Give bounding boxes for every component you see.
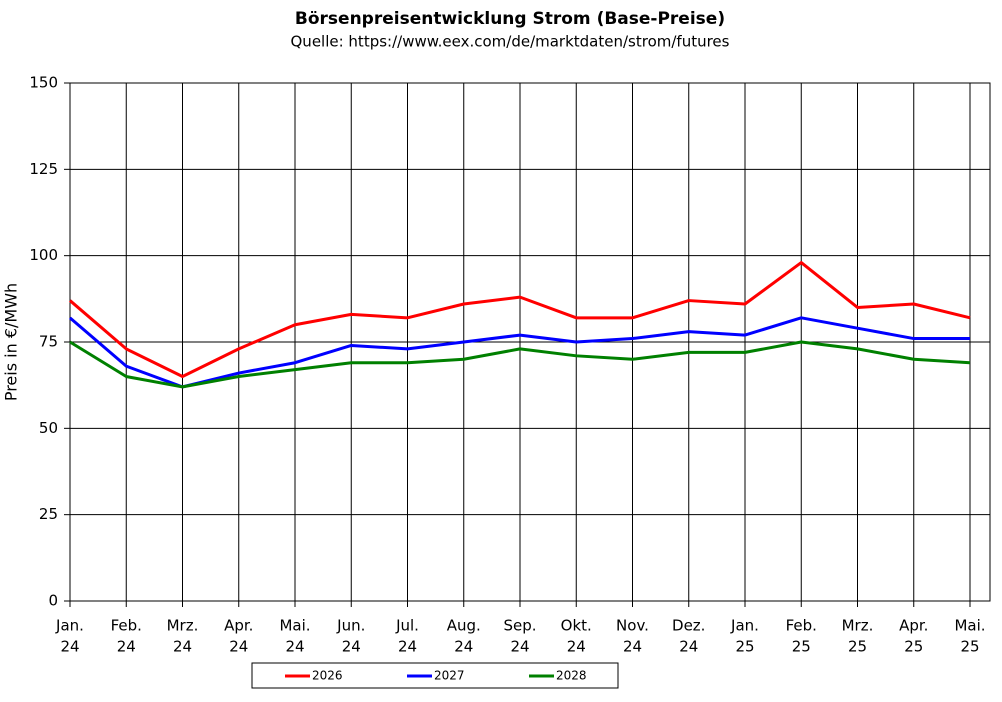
x-tick-label: 24: [60, 638, 79, 656]
x-tick-label: Aug.: [447, 617, 481, 635]
y-tick-label: 0: [48, 592, 58, 610]
x-tick-label: 25: [735, 638, 754, 656]
x-tick-label: 24: [342, 638, 361, 656]
x-tick-label: Apr.: [899, 617, 928, 635]
y-tick-label: 25: [39, 505, 58, 523]
x-tick-label: 24: [679, 638, 698, 656]
x-tick-label: Jun.: [336, 617, 365, 635]
x-tick-label: 24: [567, 638, 586, 656]
x-tick-label: 24: [229, 638, 248, 656]
series-line: [69, 261, 971, 379]
chart-title: Börsenpreisentwicklung Strom (Base-Preis…: [295, 9, 725, 29]
x-tick-label: Mai.: [279, 617, 310, 635]
y-tick-label: 75: [39, 333, 58, 351]
series-line: [69, 340, 971, 389]
x-tick-label: Mrz.: [167, 617, 199, 635]
x-tick-label: 24: [285, 638, 304, 656]
y-tick-label: 125: [29, 160, 58, 178]
chart-subtitle: Quelle: https://www.eex.com/de/marktdate…: [291, 33, 730, 51]
x-tick-label: 25: [848, 638, 867, 656]
x-tick-label: Feb.: [786, 617, 817, 635]
x-tick-label: 24: [398, 638, 417, 656]
x-tick-label: Okt.: [561, 617, 592, 635]
x-tick-label: 24: [510, 638, 529, 656]
x-tick-label: Apr.: [224, 617, 253, 635]
y-tick-label: 100: [29, 246, 58, 264]
x-tick-label: Mai.: [954, 617, 985, 635]
series-line: [69, 316, 970, 389]
x-tick-label: Nov.: [616, 617, 649, 635]
x-tick-label: Feb.: [111, 617, 142, 635]
legend-label: 2026: [312, 669, 343, 683]
x-tick-label: 25: [904, 638, 923, 656]
x-tick-label: Jan.: [730, 617, 759, 635]
x-tick-label: 25: [960, 638, 979, 656]
y-tick-label: 50: [39, 419, 58, 437]
x-tick-label: 24: [117, 638, 136, 656]
y-tick-label: 150: [29, 74, 58, 92]
x-tick-label: 24: [173, 638, 192, 656]
x-tick-label: 24: [454, 638, 473, 656]
x-tick-label: Jul.: [395, 617, 419, 635]
x-tick-label: Sep.: [503, 617, 536, 635]
x-tick-label: 24: [623, 638, 642, 656]
y-axis-label: Preis in €/MWh: [2, 283, 21, 401]
legend-label: 2027: [434, 669, 465, 683]
x-tick-label: 25: [792, 638, 811, 656]
legend-box: [251, 662, 619, 689]
x-tick-label: Mrz.: [842, 617, 874, 635]
x-tick-label: Jan.: [55, 617, 84, 635]
x-tick-label: Dez.: [672, 617, 705, 635]
legend-label: 2028: [556, 669, 587, 683]
